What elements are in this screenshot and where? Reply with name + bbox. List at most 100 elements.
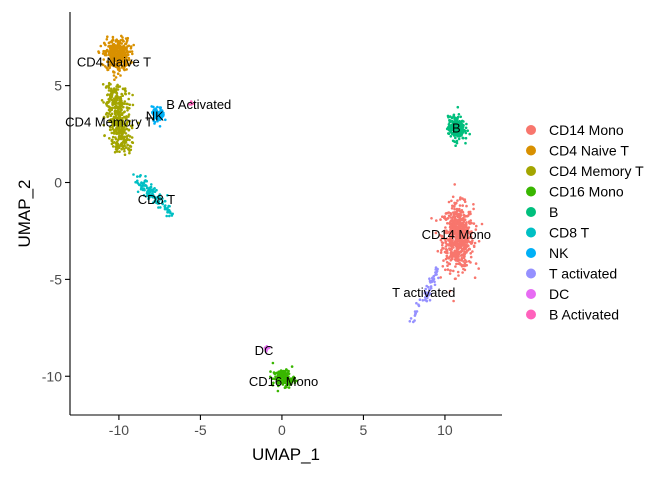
data-point [449,233,452,236]
data-point [449,135,453,138]
legend-item: T activated [526,266,617,282]
legend-label: B Activated [549,307,619,323]
data-point [110,131,114,135]
data-point [130,136,134,139]
data-point [166,208,169,211]
data-point [474,262,478,265]
data-point [472,203,475,206]
data-point [453,116,457,119]
data-point [447,128,450,131]
data-point [460,256,464,260]
data-point [113,48,117,51]
data-point [439,238,443,242]
cluster-label: T activated [392,285,455,300]
legend-key [526,125,536,135]
data-point [129,148,133,152]
data-point [453,183,457,186]
data-point [455,119,459,123]
data-point [463,252,467,256]
data-point [126,62,130,66]
data-point [109,119,113,122]
data-point [279,378,283,382]
data-point [473,276,477,280]
data-point [466,129,470,132]
data-point [468,132,472,136]
data-point [269,375,272,379]
data-point [158,112,161,116]
data-point [453,140,456,143]
data-point [157,117,160,120]
data-point [477,267,481,270]
data-point [151,192,154,195]
data-point [457,113,461,116]
legend-item: CD14 Mono [526,122,624,138]
data-point [120,123,123,126]
data-point [271,377,275,381]
data-point [441,243,444,247]
data-point [447,132,450,135]
data-point [126,143,129,147]
data-point [116,88,120,91]
data-point [101,52,105,55]
series-nk [150,105,167,128]
data-point [429,281,432,284]
data-point [114,148,118,151]
data-point [105,38,109,41]
series-cd8-t [132,173,174,218]
data-point [115,150,119,153]
data-point [436,249,440,253]
data-point [144,175,147,178]
points-layer [97,34,484,393]
data-point [432,277,436,281]
data-point [280,381,284,385]
data-point [455,141,459,145]
data-point [277,370,280,374]
data-point [120,113,124,117]
data-point [460,249,464,252]
data-point [130,141,134,144]
data-point [452,299,455,303]
data-point [462,235,465,238]
data-point [120,66,124,69]
data-point [463,198,467,201]
data-point [435,270,439,274]
data-point [120,147,123,151]
data-point [417,303,420,307]
data-point [138,175,142,178]
data-point [128,138,131,142]
data-point [154,113,158,117]
legend-label: CD4 Naive T [549,143,629,159]
data-point [110,40,114,44]
data-point [466,239,470,242]
data-point [158,106,162,109]
data-point [428,277,431,281]
data-point [140,185,143,188]
data-point [269,370,272,373]
y-tick-label: -10 [42,368,62,384]
data-point [446,264,449,268]
data-point [289,383,293,386]
data-point [110,108,114,111]
data-point [459,214,463,217]
data-point [445,256,449,260]
data-point [131,52,134,56]
data-point [156,105,159,109]
legend-key [526,248,536,258]
data-point [114,46,117,49]
legend-item: DC [526,286,569,302]
y-tick-label: -5 [50,271,63,287]
data-point [120,42,123,45]
data-point [112,115,116,119]
data-point [111,141,115,144]
data-point [105,111,109,115]
data-point [464,126,468,130]
data-point [145,194,149,198]
legend-key [526,227,536,238]
data-point [271,361,275,365]
data-point [459,211,463,214]
data-point [472,222,476,225]
data-point [456,213,460,217]
data-point [150,188,154,192]
